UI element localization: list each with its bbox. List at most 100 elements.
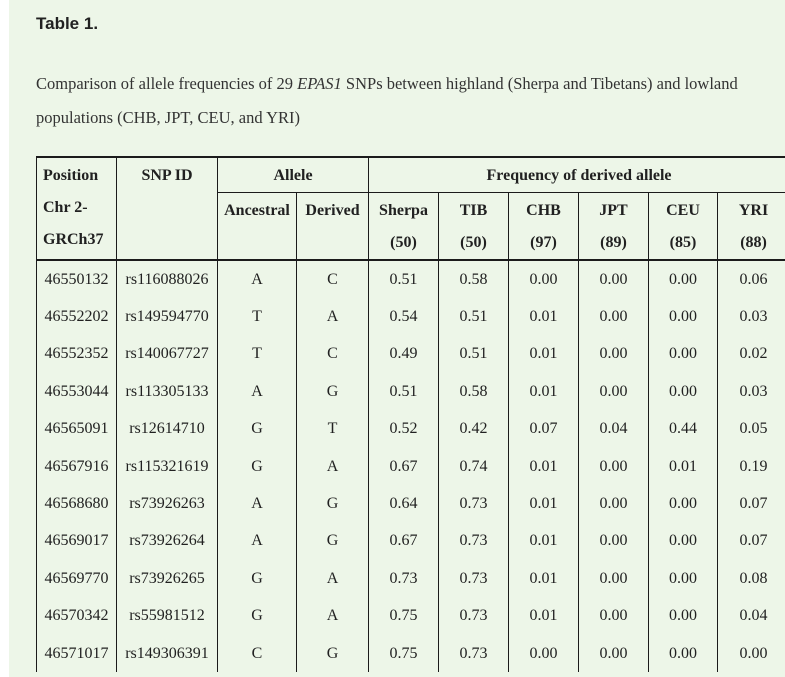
cell-yri: 0.06	[716, 260, 785, 299]
table-row: 46570342 rs55981512 G A 0.75 0.73 0.01 0…	[36, 597, 785, 635]
cell-ceu: 0.00	[648, 522, 718, 561]
population-name: CHB	[526, 202, 561, 219]
cell-derived: G	[296, 485, 369, 523]
cell-yri: 0.07	[716, 485, 785, 523]
cell-ceu: 0.00	[648, 485, 718, 523]
column-header-jpt: JPT (89)	[578, 192, 649, 261]
table-row: 46569770 rs73926265 G A 0.73 0.73 0.01 0…	[36, 560, 785, 598]
cell-tib: 0.51	[438, 335, 509, 374]
table-row: 46550132 rs116088026 A C 0.51 0.58 0.00 …	[36, 260, 785, 299]
cell-yri: 0.19	[716, 447, 785, 486]
cell-jpt: 0.00	[578, 522, 649, 561]
cell-ceu: 0.00	[648, 560, 718, 598]
cell-jpt: 0.00	[578, 597, 649, 635]
cell-chb: 0.01	[508, 485, 579, 523]
population-count: (88)	[740, 234, 767, 251]
cell-yri: 0.03	[716, 298, 785, 336]
cell-ceu: 0.00	[648, 634, 718, 673]
cell-snp-id: rs73926263	[116, 485, 218, 523]
caption-text-end: SNPs between highland (Sherpa and Tibeta…	[36, 74, 738, 127]
table-row: 46565091 rs12614710 G T 0.52 0.42 0.07 0…	[36, 410, 785, 448]
cell-ancestral: A	[217, 485, 297, 523]
column-header-snp-id: SNP ID	[116, 156, 218, 261]
cell-chb: 0.01	[508, 597, 579, 635]
cell-position: 46571017	[36, 634, 117, 673]
cell-tib: 0.42	[438, 410, 509, 448]
cell-snp-id: rs113305133	[116, 373, 218, 411]
cell-chb: 0.01	[508, 298, 579, 336]
column-group-frequency: Frequency of derived allele	[367, 156, 785, 193]
cell-chb: 0.01	[508, 447, 579, 486]
cell-tib: 0.58	[438, 373, 509, 411]
cell-position: 46553044	[36, 373, 117, 411]
table-row: 46569017 rs73926264 A G 0.67 0.73 0.01 0…	[36, 522, 785, 561]
cell-snp-id: rs55981512	[116, 597, 218, 635]
cell-yri: 0.02	[716, 335, 785, 374]
allele-frequency-table: Position Chr 2- GRCh37 SNP ID Allele Fre…	[36, 156, 785, 673]
column-header-ancestral: Ancestral	[217, 192, 297, 261]
cell-sherpa: 0.67	[368, 522, 439, 561]
column-header-yri: YRI (88)	[716, 192, 785, 261]
cell-sherpa: 0.52	[368, 410, 439, 448]
cell-yri: 0.04	[716, 597, 785, 635]
cell-chb: 0.00	[508, 634, 579, 673]
cell-sherpa: 0.75	[368, 597, 439, 635]
cell-jpt: 0.00	[578, 260, 649, 299]
cell-derived: A	[296, 298, 369, 336]
column-header-chb: CHB (97)	[508, 192, 579, 261]
population-name: TIB	[459, 202, 488, 219]
cell-ancestral: G	[217, 410, 297, 448]
cell-yri: 0.03	[716, 373, 785, 411]
column-header-position: Position Chr 2- GRCh37	[36, 156, 117, 261]
cell-sherpa: 0.67	[368, 447, 439, 486]
caption-gene-name-italic: EPAS1	[297, 74, 342, 93]
population-count: (97)	[530, 234, 557, 251]
cell-sherpa: 0.51	[368, 260, 439, 299]
table-row: 46571017 rs149306391 C G 0.75 0.73 0.00 …	[36, 634, 785, 673]
cell-derived: A	[296, 560, 369, 598]
table-row: 46552202 rs149594770 T A 0.54 0.51 0.01 …	[36, 298, 785, 336]
cell-yri: 0.05	[716, 410, 785, 448]
cell-jpt: 0.00	[578, 373, 649, 411]
table-caption: Comparison of allele frequencies of 29 E…	[36, 67, 748, 135]
cell-jpt: 0.00	[578, 560, 649, 598]
column-header-derived: Derived	[296, 192, 369, 261]
cell-position: 46567916	[36, 447, 117, 486]
cell-ceu: 0.01	[648, 447, 718, 486]
column-header-sherpa: Sherpa (50)	[368, 192, 439, 261]
cell-derived: A	[296, 447, 369, 486]
cell-snp-id: rs140067727	[116, 335, 218, 374]
cell-derived: C	[296, 335, 369, 374]
cell-jpt: 0.04	[578, 410, 649, 448]
cell-sherpa: 0.54	[368, 298, 439, 336]
cell-tib: 0.74	[438, 447, 509, 486]
cell-tib: 0.58	[438, 260, 509, 299]
population-name: YRI	[738, 202, 769, 219]
cell-snp-id: rs12614710	[116, 410, 218, 448]
cell-sherpa: 0.51	[368, 373, 439, 411]
cell-snp-id: rs149306391	[116, 634, 218, 673]
table-view-panel: Table 1. Comparison of allele frequencie…	[9, 0, 785, 677]
cell-ceu: 0.00	[648, 373, 718, 411]
column-header-position-line1: Position	[43, 167, 99, 184]
population-count: (50)	[460, 234, 487, 251]
cell-ancestral: G	[217, 560, 297, 598]
header-row-groups: Position Chr 2- GRCh37 SNP ID Allele Fre…	[36, 156, 785, 261]
cell-ceu: 0.00	[648, 597, 718, 635]
cell-chb: 0.00	[508, 260, 579, 299]
cell-ancestral: G	[217, 597, 297, 635]
cell-derived: C	[296, 260, 369, 299]
cell-jpt: 0.00	[578, 485, 649, 523]
cell-chb: 0.01	[508, 560, 579, 598]
column-header-position-line2: Chr 2-	[43, 199, 88, 216]
column-header-tib: TIB (50)	[438, 192, 509, 261]
cell-sherpa: 0.73	[368, 560, 439, 598]
cell-ceu: 0.00	[648, 260, 718, 299]
cell-ancestral: T	[217, 335, 297, 374]
cell-chb: 0.01	[508, 335, 579, 374]
cell-ceu: 0.00	[648, 298, 718, 336]
cell-derived: G	[296, 522, 369, 561]
cell-tib: 0.73	[438, 634, 509, 673]
cell-snp-id: rs116088026	[116, 260, 218, 299]
